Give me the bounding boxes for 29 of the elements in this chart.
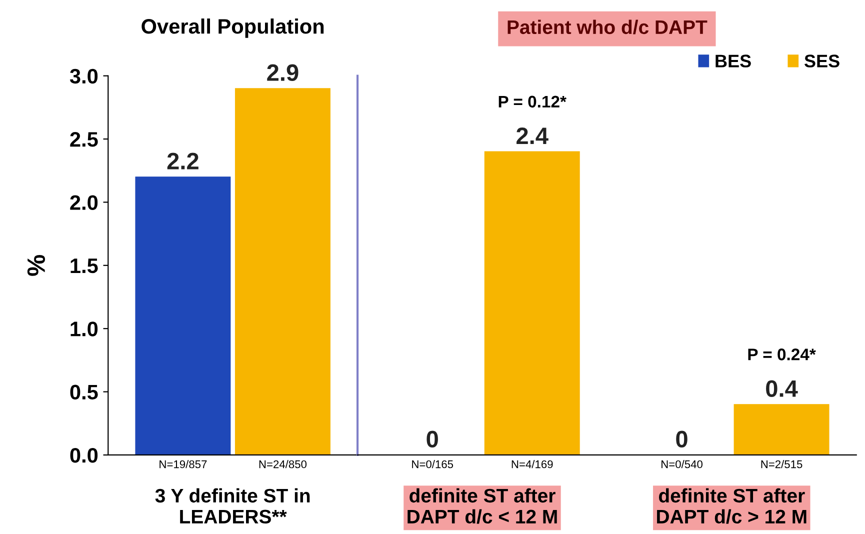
data-label: 0.4	[766, 380, 798, 397]
legend-label: BES	[716, 54, 751, 68]
text: N=4/169	[512, 460, 553, 468]
legend-label: SES	[804, 54, 840, 68]
x-tick-label: definite ST after DAPT d/c < 12 M	[408, 488, 557, 524]
y-tick-label: 1.0	[70, 322, 98, 336]
y-tick-label: 0.0	[70, 448, 98, 463]
text: N=24/850	[259, 460, 307, 468]
y-tick-label: 2.5	[70, 132, 98, 147]
text: N=0/165	[412, 460, 454, 468]
data-label: 2.9	[267, 64, 298, 82]
y-tick-label: 3.0	[70, 68, 98, 84]
chart-title: Patient who d/c DAPT	[508, 20, 708, 34]
text: N=2/515	[761, 460, 802, 468]
y-tick-label: 0.5	[70, 384, 98, 400]
data-label: 2.4	[516, 127, 548, 144]
text: N=19/857	[160, 460, 207, 468]
y-tick-label: 2.0	[70, 195, 98, 210]
y-axis-title: %	[27, 254, 46, 276]
y-tick-label: 1.5	[70, 258, 98, 274]
data-label: 2.2	[167, 152, 198, 170]
chart-title: Overall Population	[142, 18, 324, 38]
x-tick-label: 3 Y definite ST in LEADERS**	[155, 488, 310, 524]
text: N=0/540	[662, 460, 702, 468]
annotation: P = 0.12*	[498, 96, 566, 108]
data-label: 0	[676, 430, 688, 448]
data-label: 0	[426, 430, 438, 448]
annotation: P = 0.24*	[748, 348, 816, 360]
x-tick-label: definite ST after DAPT d/c > 12 M	[657, 488, 806, 524]
